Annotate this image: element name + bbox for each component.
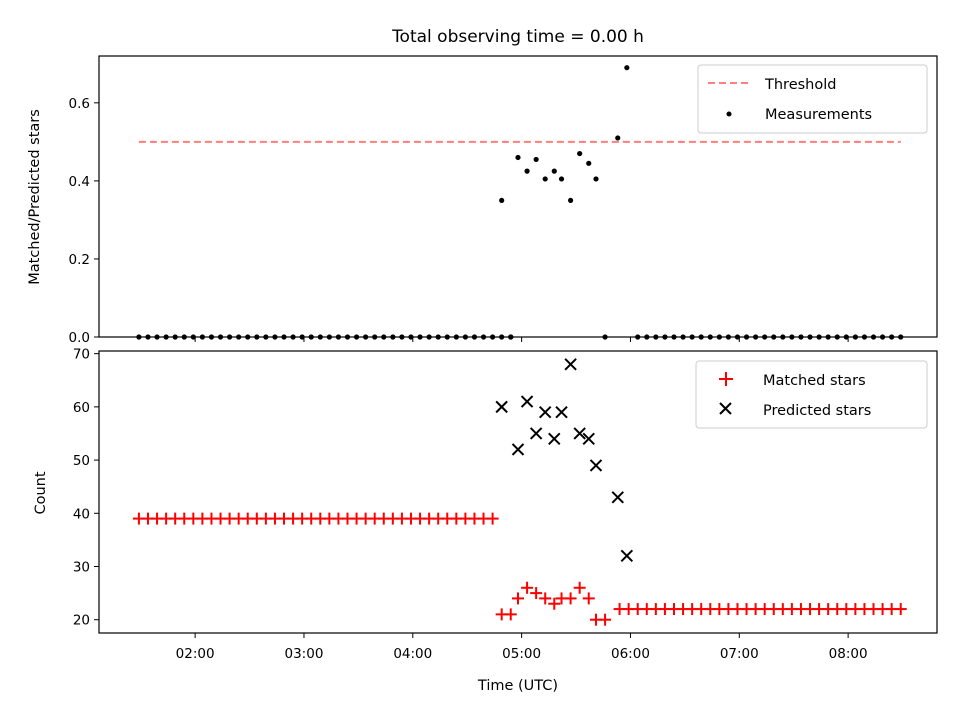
count-marks (132, 358, 907, 626)
legend-predicted-label: Predicted stars (763, 403, 871, 419)
ratio-y-axis: 0.0 0.2 0.4 0.6 (69, 96, 99, 346)
predicted-star-point (495, 400, 508, 414)
y-tick-label: 0.4 (69, 174, 90, 190)
measurement-point (551, 168, 557, 174)
predicted-star-point (573, 427, 586, 440)
y-tick-label: 20 (73, 613, 90, 629)
measurement-point (615, 135, 621, 141)
measurement-point (593, 176, 599, 182)
ratio-x-ticks (194, 337, 849, 342)
y-tick-label: 0.2 (69, 252, 90, 268)
x-tick-label: 08:00 (829, 646, 868, 662)
measurement-point (515, 154, 521, 161)
ratio-panel: 0.0 0.2 0.4 0.6 Matched/Predicted stars Thr… (27, 55, 938, 346)
predicted-star-point (582, 432, 595, 445)
legend-measurements-label: Measurements (765, 107, 872, 123)
x-tick-label: 07:00 (720, 646, 759, 662)
predicted-star-point (620, 549, 634, 563)
y-tick-label: 70 (73, 347, 90, 363)
y-tick-label: 0.0 (69, 330, 90, 346)
count-panel: 20 30 40 50 60 70 02:00 03:00 04:00 05:00 06:00 07… (33, 347, 938, 694)
matched-star-point (894, 603, 907, 616)
legend-measurements-swatch (726, 111, 732, 117)
matched-star-point (486, 512, 499, 525)
count-y-axis: 20 30 40 50 60 70 (73, 347, 99, 629)
ratio-legend-frame (697, 64, 928, 134)
predicted-star-point (539, 405, 552, 419)
y-tick-label: 50 (73, 453, 90, 469)
measurement-point (577, 150, 583, 157)
measurement-point (542, 176, 548, 182)
measurement-point (568, 197, 574, 204)
predicted-star-point (589, 459, 603, 472)
legend-predicted-swatch (719, 402, 732, 415)
count-legend-frame (695, 360, 928, 429)
x-tick-label: 06:00 (611, 646, 650, 662)
y-tick-label: 60 (73, 400, 90, 416)
x-tick-label: 04:00 (393, 646, 432, 662)
x-axis-label: Time (UTC) (477, 678, 558, 694)
predicted-star-point (520, 395, 534, 408)
predicted-star-point (529, 427, 543, 440)
x-tick-label: 03:00 (285, 646, 324, 662)
matched-star-point (504, 608, 517, 621)
legend-threshold-label: Threshold (764, 77, 836, 93)
measurement-point (533, 156, 539, 163)
matched-star-point (530, 587, 543, 600)
ratio-panel-frame (98, 55, 938, 338)
legend-matched-label: Matched stars (763, 373, 866, 389)
predicted-star-point (511, 443, 525, 456)
matched-star-point (573, 581, 586, 594)
count-panel-frame (98, 350, 938, 634)
count-x-axis: 02:00 03:00 04:00 05:00 06:00 07:00 08:00 (176, 633, 868, 662)
measurement-point (524, 168, 530, 174)
x-tick-label: 02:00 (176, 646, 215, 662)
matched-star-point (512, 592, 524, 605)
matched-star-point (521, 581, 534, 594)
measurement-point (624, 65, 630, 71)
matched-star-point (599, 613, 612, 626)
chart-title: Total observing time = 0.00 h (391, 27, 644, 47)
predicted-star-point (611, 491, 624, 504)
count-y-axis-label: Count (33, 471, 49, 514)
legend-matched-swatch (719, 372, 733, 386)
ratio-y-axis-label: Matched/Predicted stars (27, 109, 43, 285)
predicted-star-point (555, 405, 568, 419)
x-tick-label: 05:00 (502, 646, 541, 662)
predicted-star-point (548, 432, 561, 445)
y-tick-label: 0.6 (69, 96, 90, 112)
predicted-star-point (564, 358, 577, 371)
measurement-point (499, 197, 505, 204)
y-tick-label: 30 (73, 559, 90, 575)
count-legend: Matched stars Predicted stars (695, 360, 928, 429)
measurement-point (586, 160, 592, 166)
ratio-legend: Threshold Measurements (697, 64, 928, 134)
matched-star-point (539, 592, 552, 605)
measurement-point (558, 176, 565, 182)
matched-star-point (582, 592, 595, 605)
matched-star-point (564, 592, 577, 605)
y-tick-label: 40 (73, 506, 90, 522)
matched-star-point (548, 597, 561, 610)
